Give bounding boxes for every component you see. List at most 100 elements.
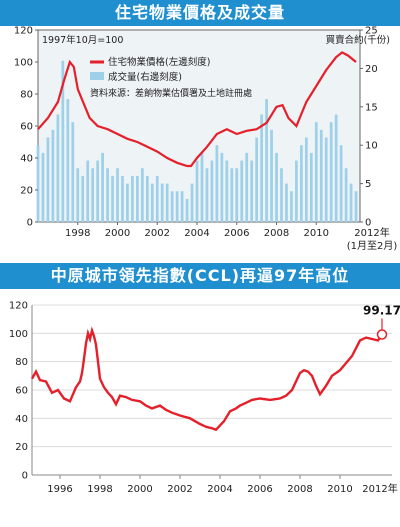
volume-bar bbox=[96, 160, 99, 222]
volume-bar bbox=[126, 183, 129, 222]
left-tick-label: 20 bbox=[20, 186, 33, 197]
volume-bar bbox=[180, 191, 184, 222]
volume-bar bbox=[300, 145, 303, 222]
volume-bar bbox=[145, 175, 149, 222]
volume-bar bbox=[170, 191, 174, 222]
right-tick-label: 5 bbox=[365, 179, 371, 190]
volume-bar bbox=[86, 160, 90, 222]
volume-bar bbox=[255, 137, 259, 222]
x-tick-label: 2006 bbox=[247, 484, 272, 495]
volume-bar bbox=[329, 122, 333, 222]
volume-bar bbox=[270, 129, 273, 222]
volume-bar bbox=[150, 183, 154, 222]
volume-bar bbox=[280, 168, 283, 222]
legend-volume-label: 成交量(右邊刻度) bbox=[108, 71, 182, 83]
right-axis-title: 買賣合約(千份) bbox=[326, 34, 390, 46]
volume-bar bbox=[250, 160, 254, 222]
volume-bar bbox=[240, 160, 244, 222]
x-tick-label: 2008 bbox=[264, 228, 289, 239]
y-tick-label: 100 bbox=[9, 329, 28, 340]
volume-bar bbox=[245, 152, 249, 222]
volume-bar bbox=[190, 183, 194, 222]
volume-bar bbox=[354, 191, 358, 222]
volume-bar bbox=[165, 183, 169, 222]
x-axis-note: (1月至2月) bbox=[347, 240, 398, 252]
x-tick-label: 1996 bbox=[47, 484, 72, 495]
volume-bar bbox=[235, 168, 239, 222]
x-tick-label: 2000 bbox=[105, 228, 130, 239]
ccl-line bbox=[30, 326, 383, 432]
chart1-plot: 0 20 40 60 80 100 120 0 5 10 15 20 25 1998 2000 2002 200… bbox=[14, 26, 398, 252]
right-tick-label: 25 bbox=[365, 26, 378, 37]
volume-bar bbox=[344, 168, 348, 222]
x-tick-label: 2000 bbox=[127, 484, 152, 495]
volume-bar bbox=[41, 152, 45, 222]
volume-bar bbox=[215, 145, 219, 222]
x-tick-label: 2002 bbox=[145, 228, 170, 239]
volume-bar bbox=[205, 168, 209, 222]
volume-bar bbox=[160, 183, 164, 222]
ccl-latest-value: 99.17 bbox=[363, 304, 400, 318]
left-tick-label: 60 bbox=[20, 122, 33, 133]
volume-bar bbox=[339, 145, 343, 222]
x-axis-label: 2012年 bbox=[354, 226, 389, 239]
x-tick-label: 2004 bbox=[184, 228, 209, 239]
left-tick-label: 80 bbox=[20, 90, 33, 101]
x-tick-label: 2004 bbox=[207, 484, 232, 495]
right-tick-label: 20 bbox=[365, 64, 378, 75]
left-tick-label: 0 bbox=[27, 218, 33, 229]
volume-bar bbox=[195, 160, 199, 222]
chart2-plot: 0 20 40 60 80 100 120 1996 1998 2000 2002 2004 2006 2… bbox=[9, 301, 400, 496]
legend-volume-swatch bbox=[90, 72, 104, 80]
y-tick-label: 40 bbox=[15, 414, 28, 425]
volume-bar bbox=[290, 191, 293, 222]
x-axis-label: 2012年 bbox=[362, 482, 397, 495]
right-tick-label: 15 bbox=[365, 102, 378, 113]
volume-bar bbox=[185, 198, 189, 222]
right-tick-label: 10 bbox=[365, 141, 378, 152]
left-tick-label: 100 bbox=[14, 58, 33, 69]
volume-bar bbox=[220, 152, 224, 222]
volume-bar bbox=[101, 152, 104, 222]
volume-bar bbox=[106, 168, 109, 222]
volume-bar bbox=[91, 168, 95, 222]
volume-bar bbox=[81, 175, 85, 222]
volume-bar bbox=[295, 160, 298, 222]
left-tick-label: 120 bbox=[14, 26, 33, 37]
volume-bar bbox=[285, 183, 288, 222]
volume-bar bbox=[309, 152, 313, 222]
y-tick-label: 60 bbox=[15, 386, 28, 397]
volume-bar bbox=[136, 175, 139, 222]
volume-bar bbox=[155, 175, 159, 222]
x-tick-label: 1998 bbox=[87, 484, 112, 495]
x-tick-label: 2008 bbox=[287, 484, 312, 495]
chart1-title: 住宅物業價格及成交量 bbox=[0, 0, 400, 26]
x-tick-label: 2010 bbox=[304, 228, 329, 239]
y-tick-label: 120 bbox=[9, 301, 28, 312]
volume-bar bbox=[56, 114, 60, 222]
volume-bar bbox=[51, 129, 55, 222]
volume-bar bbox=[210, 160, 214, 222]
volume-bar bbox=[275, 152, 278, 222]
y-tick-label: 80 bbox=[15, 357, 28, 368]
volume-bar bbox=[61, 60, 65, 222]
volume-bar bbox=[230, 168, 234, 222]
volume-bar bbox=[334, 114, 338, 222]
ccl-end-marker bbox=[376, 329, 388, 340]
volume-bar bbox=[111, 175, 114, 222]
left-tick-label: 40 bbox=[20, 154, 33, 165]
volume-bar bbox=[116, 168, 119, 222]
price-line bbox=[37, 51, 357, 168]
x-tick-label: 1998 bbox=[65, 228, 90, 239]
volume-bar bbox=[314, 122, 318, 222]
volume-bar bbox=[324, 137, 328, 222]
volume-bar bbox=[121, 175, 124, 222]
volume-bar bbox=[46, 137, 50, 222]
right-tick-label: 0 bbox=[365, 218, 371, 229]
volume-bar bbox=[71, 122, 75, 222]
volume-bar bbox=[225, 160, 229, 222]
volume-bar bbox=[260, 114, 263, 222]
x-tick-label: 2010 bbox=[327, 484, 352, 495]
x-tick-label: 2006 bbox=[224, 228, 249, 239]
